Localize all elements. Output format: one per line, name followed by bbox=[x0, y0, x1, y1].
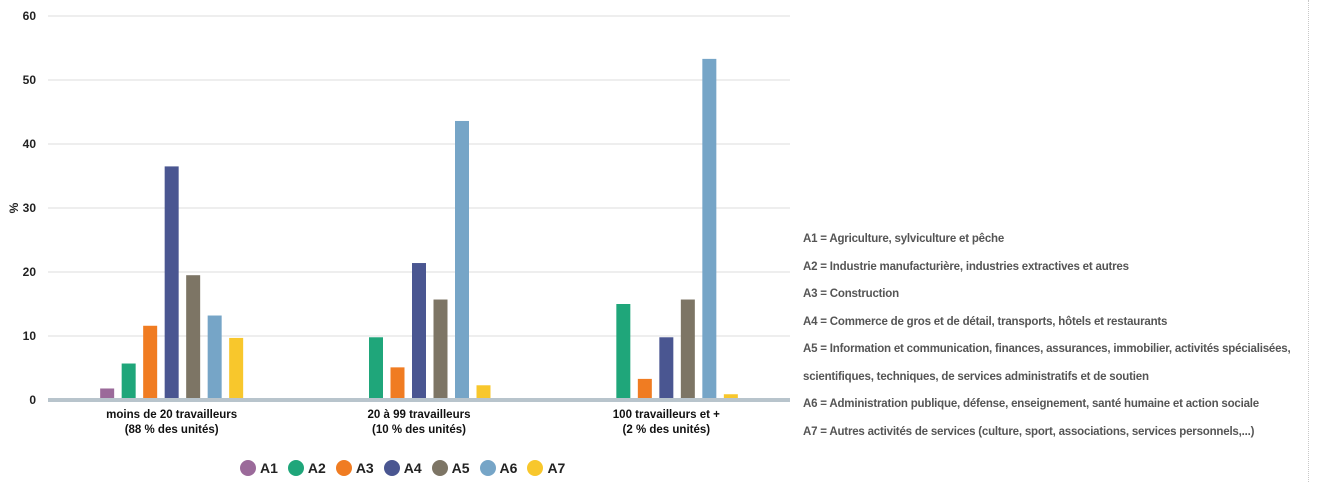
definition-a4: A4 = Commerce de gros et de détail, tran… bbox=[803, 315, 1168, 328]
legend-swatch bbox=[335, 460, 352, 476]
bar-a2 bbox=[616, 304, 631, 400]
page-edge-divider bbox=[1308, 0, 1309, 482]
definition-a2: A2 = Industrie manufacturière, industrie… bbox=[803, 260, 1129, 273]
definition-a3: A3 = Construction bbox=[803, 288, 899, 300]
legend-label: A6 bbox=[499, 460, 518, 476]
legend-swatch bbox=[431, 460, 448, 476]
y-tick-label: 60 bbox=[23, 9, 37, 23]
bar-a2 bbox=[369, 337, 383, 400]
legend-swatch bbox=[479, 460, 496, 476]
y-tick-label: 40 bbox=[23, 137, 37, 151]
legend-item-a7: A7 bbox=[527, 460, 565, 476]
bar-a4 bbox=[164, 166, 179, 400]
category-definitions: A1 = Agriculture, sylviculture et pêche … bbox=[803, 229, 1313, 449]
bar-a5 bbox=[433, 299, 448, 400]
legend-item-a5: A5 bbox=[431, 460, 470, 476]
x-category-label: moins de 20 travailleurs bbox=[106, 409, 237, 421]
bar-a1 bbox=[100, 388, 115, 400]
bar-a3 bbox=[390, 367, 405, 400]
legend-swatch bbox=[287, 460, 304, 476]
legend-swatch bbox=[527, 460, 544, 476]
legend-item-a4: A4 bbox=[383, 460, 422, 476]
x-category-label: (88 % des unités) bbox=[125, 424, 219, 436]
y-axis-title: % bbox=[7, 202, 21, 213]
definition-a7: A7 = Autres activités de services (cultu… bbox=[803, 425, 1255, 438]
legend-label: A3 bbox=[355, 460, 374, 476]
bar-a4 bbox=[412, 263, 426, 400]
y-tick-label: 20 bbox=[23, 265, 37, 279]
y-tick-label: 0 bbox=[29, 393, 36, 407]
bar-a6 bbox=[455, 120, 469, 401]
bar-a7 bbox=[229, 337, 244, 400]
definition-a1: A1 = Agriculture, sylviculture et pêche bbox=[803, 233, 1005, 245]
x-category-label: (2 % des unités) bbox=[623, 424, 711, 436]
legend-item-a3: A3 bbox=[335, 460, 374, 476]
bar-a7 bbox=[476, 385, 491, 400]
legend-swatch bbox=[240, 460, 256, 476]
definition-a6: A6 = Administration publique, défense, e… bbox=[803, 398, 1259, 410]
legend-item-a6: A6 bbox=[479, 460, 518, 476]
legend-label: A1 bbox=[260, 460, 278, 476]
y-tick-label: 30 bbox=[23, 201, 37, 215]
x-category-label: 100 travailleurs et + bbox=[613, 409, 720, 421]
y-tick-label: 10 bbox=[23, 329, 37, 343]
definition-a5-continued: scientifiques, techniques, de services a… bbox=[803, 370, 1149, 383]
legend-swatch bbox=[383, 460, 400, 476]
legend-label: A2 bbox=[307, 460, 326, 476]
bar-a6 bbox=[207, 315, 222, 400]
definition-a5: A5 = Information et communication, finan… bbox=[803, 343, 1291, 355]
bar-a3 bbox=[143, 325, 158, 400]
bar-a2 bbox=[121, 363, 136, 400]
bar-chart: % 0 10 20 30 40 50 60 moins de 20 travailleurs (… bbox=[7, 9, 790, 436]
bar-a4 bbox=[659, 337, 674, 400]
bar-a7 bbox=[723, 394, 738, 400]
legend-label: A5 bbox=[451, 460, 470, 476]
bar-a5 bbox=[680, 299, 695, 400]
legend-label: A7 bbox=[547, 460, 566, 476]
bar-a6 bbox=[702, 58, 717, 400]
bar-a5 bbox=[186, 275, 201, 400]
x-category-label: 20 à 99 travailleurs bbox=[368, 409, 471, 421]
y-tick-label: 50 bbox=[23, 73, 37, 87]
x-category-label: (10 % des unités) bbox=[372, 424, 466, 436]
legend-item-a2: A2 bbox=[287, 460, 326, 476]
legend-item-a1: A1 bbox=[240, 460, 278, 476]
bar-a3 bbox=[637, 378, 652, 400]
chart-legend: A1 A2 A3 A4 A5 A6 A7 bbox=[240, 460, 565, 476]
chart-area: % 0 10 20 30 40 50 60 moins de 20 travailleurs (… bbox=[7, 9, 790, 476]
legend-label: A4 bbox=[403, 460, 422, 476]
